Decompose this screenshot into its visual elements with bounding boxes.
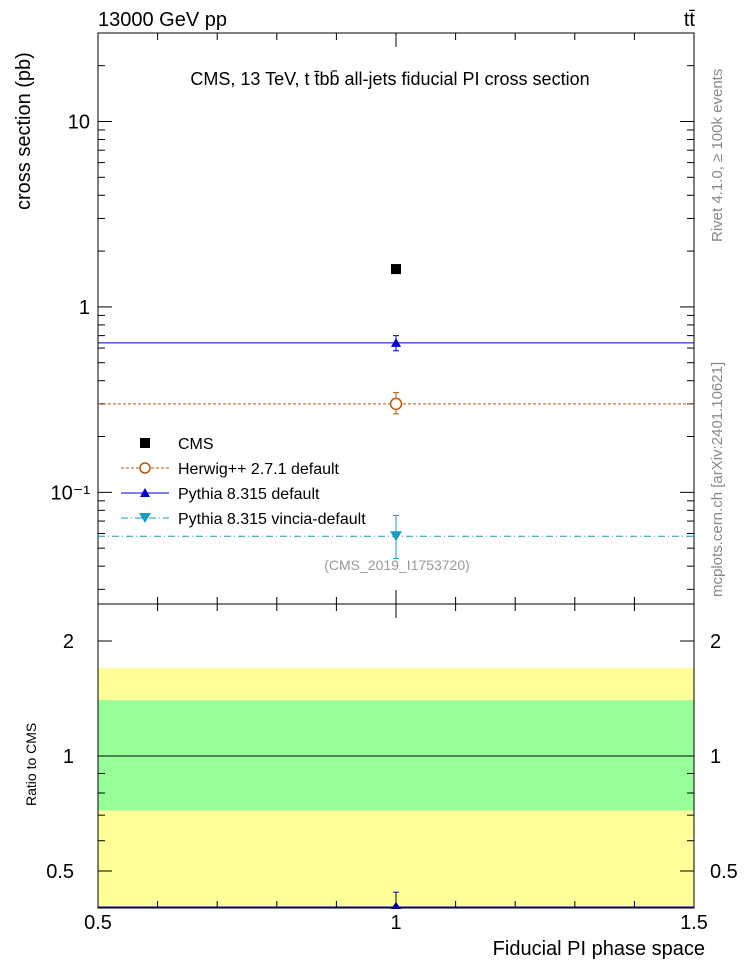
legend-label-vincia: Pythia 8.315 vincia-default	[178, 511, 366, 528]
ratio-ytick-label-left: 2	[63, 631, 74, 653]
ratio-ytick-label-right: 0.5	[710, 861, 738, 883]
main-ytick-label: 10	[68, 111, 90, 133]
legend-entry-cms: CMS	[140, 436, 214, 453]
marker-herwig	[389, 397, 403, 411]
x-tick-label: 1	[390, 912, 401, 934]
main-y-ticks: 10⁻¹ 1 10	[51, 32, 695, 604]
marker-cms	[391, 264, 401, 275]
ratio-ytick-label-left: 1	[63, 746, 74, 768]
ratio-bands	[98, 667, 694, 908]
main-ytick-label: 1	[79, 297, 90, 319]
ratio-band-1	[98, 700, 694, 811]
ratio-ytick-label-right: 2	[710, 631, 721, 653]
ratio-ytick-label-left: 0.5	[46, 861, 74, 883]
legend-entry-herwig: Herwig++ 2.7.1 default	[121, 461, 340, 478]
main-ylabel: cross section (pb)	[13, 52, 35, 210]
analysis-tag: (CMS_2019_I1753720)	[324, 557, 470, 573]
legend-label-cms: CMS	[178, 436, 214, 453]
main-series	[98, 264, 694, 559]
legend-label-pythia: Pythia 8.315 default	[178, 486, 320, 503]
legend-entry-vincia: Pythia 8.315 vincia-default	[121, 511, 366, 528]
ratio-y-ticks: 0.5 0.5 1 1 2 2	[46, 631, 738, 909]
ratio-ytick-label-right: 1	[710, 746, 721, 768]
x-axis-label: Fiducial PI phase space	[493, 938, 705, 960]
main-title: CMS, 13 TeV, t t̄bb̄ all-jets fiducial P…	[190, 69, 589, 89]
x-tick-label: 1.5	[680, 912, 708, 934]
marker-vincia	[390, 531, 402, 542]
rivet-label: Rivet 4.1.0, ≥ 100k events	[709, 69, 726, 242]
legend-marker-herwig	[139, 462, 151, 474]
legend: CMS Herwig++ 2.7.1 default Pythia 8.315 …	[121, 436, 366, 528]
x-tick-label: 0.5	[84, 912, 112, 934]
legend-marker-pythia	[140, 488, 150, 497]
beam-label: 13000 GeV pp	[98, 9, 227, 31]
mcplots-label: mcplots.cern.ch [arXiv:2401.10621]	[709, 362, 726, 597]
process-label: tt̄	[684, 9, 696, 31]
legend-entry-pythia: Pythia 8.315 default	[121, 486, 320, 503]
legend-marker-cms	[140, 438, 150, 448]
main-ytick-label: 10⁻¹	[51, 482, 91, 504]
ratio-panel: 0.5 0.5 1 1 2 2 0.5 1 1.5 Ratio to CMS Fiducial…	[23, 603, 738, 960]
ratio-ylabel: Ratio to CMS	[23, 723, 39, 806]
x-ticks: 0.5 1 1.5	[84, 604, 708, 934]
main-panel: CMS, 13 TeV, t t̄bb̄ all-jets fiducial P…	[13, 32, 695, 605]
legend-marker-vincia	[139, 513, 151, 523]
legend-label-herwig: Herwig++ 2.7.1 default	[178, 461, 340, 478]
marker-pythia	[391, 337, 401, 347]
